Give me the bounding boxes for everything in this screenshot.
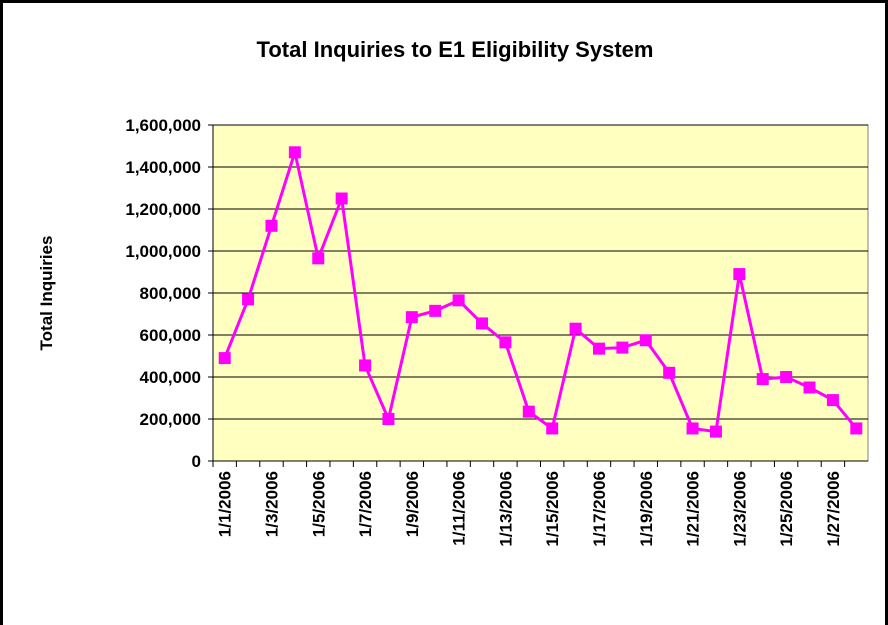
y-tick-label: 600,000 [140,326,201,345]
marker [405,311,418,324]
marker [709,425,722,438]
x-tick-label: 1/23/2006 [730,471,749,547]
x-tick-label: 1/15/2006 [543,471,562,547]
marker [850,422,863,435]
y-tick-label: 0 [192,452,201,471]
x-tick-label: 1/27/2006 [824,471,843,547]
marker [733,268,746,281]
marker [242,293,255,306]
x-tick-label: 1/11/2006 [450,471,469,546]
marker [780,371,793,383]
marker [288,146,301,159]
marker [686,422,699,435]
y-tick-label: 1,400,000 [125,158,201,177]
marker [499,336,512,349]
marker [312,252,325,265]
y-tick-label: 1,000,000 [125,242,201,261]
marker [218,352,231,365]
marker [546,422,559,435]
x-tick-label: 1/21/2006 [684,471,703,547]
y-tick-label: 800,000 [140,284,201,303]
x-tick-label: 1/19/2006 [637,471,656,547]
marker [359,359,372,372]
marker [452,294,465,307]
y-axis-label: Total Inquiries [37,236,56,351]
marker [429,304,442,317]
y-tick-label: 400,000 [140,368,201,387]
marker [616,341,629,354]
y-tick-label: 1,600,000 [125,116,201,135]
marker [476,317,489,330]
marker [592,342,605,355]
marker [639,334,652,347]
y-tick-label: 1,200,000 [125,200,201,219]
marker [826,394,839,407]
y-tick-label: 200,000 [140,410,201,429]
marker [569,322,582,335]
marker [803,381,816,394]
x-tick-label: 1/17/2006 [590,471,609,547]
x-tick-label: 1/1/2006 [216,471,235,537]
marker [335,192,348,205]
marker [663,366,676,379]
chart-title: Total Inquiries to E1 Eligibility System [257,37,654,62]
series-line [223,146,858,434]
marker [522,405,535,418]
x-tick-label: 1/13/2006 [496,471,515,547]
x-tick-label: 1/7/2006 [356,471,375,537]
x-tick-label: 1/9/2006 [403,471,422,537]
marker [265,219,278,232]
marker [756,373,769,386]
x-tick-label: 1/5/2006 [309,471,328,537]
marker [382,413,395,425]
x-tick-label: 1/25/2006 [777,471,796,547]
x-tick-label: 1/3/2006 [262,471,281,537]
